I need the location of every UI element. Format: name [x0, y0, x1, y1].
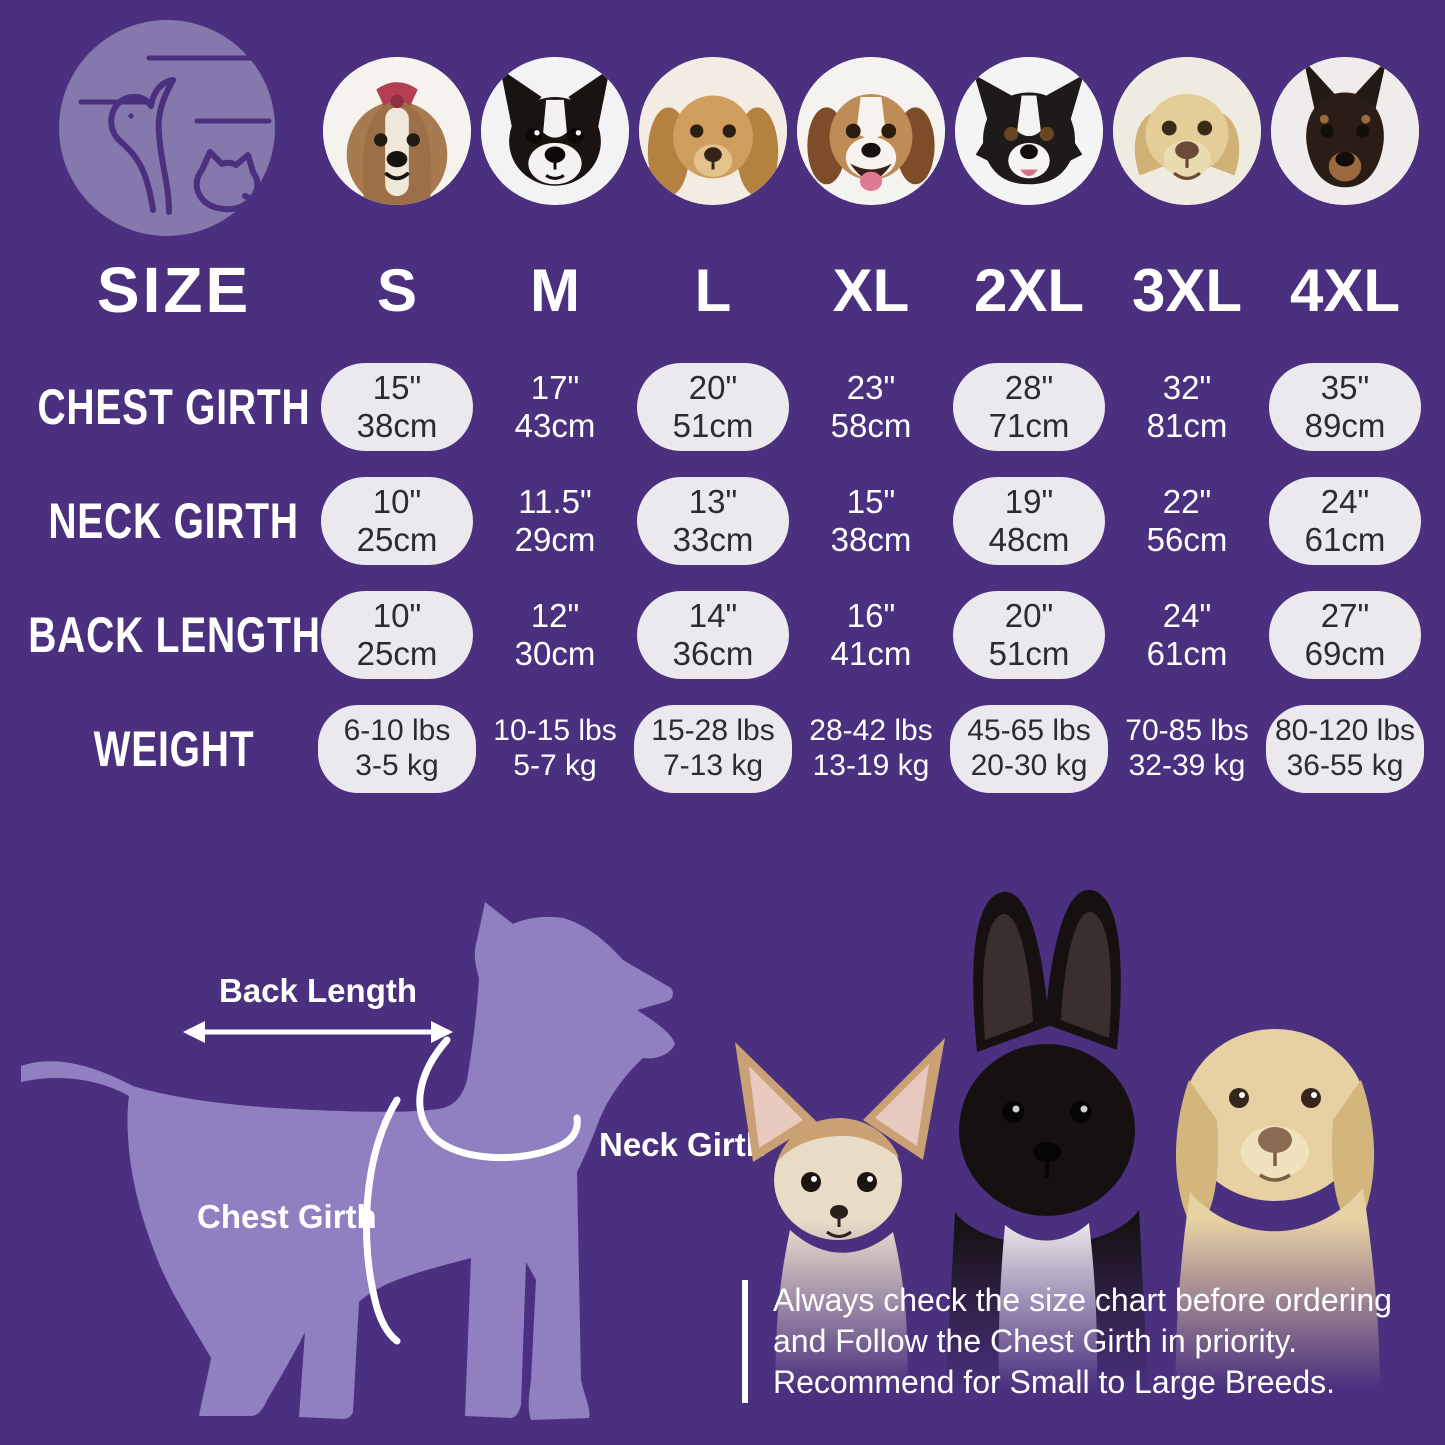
value-back-length-m: 12" 30cm [514, 596, 596, 672]
dog-silhouette [21, 902, 675, 1420]
value-back-length-xl: 16" 41cm [830, 596, 912, 672]
boston-terrier-icon [481, 57, 629, 205]
value-chest-girth-xl: 23" 58cm [830, 368, 912, 444]
back-length-arrow [183, 1021, 453, 1043]
value-weight-s: 6-10 lbs 3-5 kg [318, 705, 476, 793]
value-chest-girth-4xl: 35" 89cm [1269, 363, 1421, 451]
value-weight-2xl: 45-65 lbs 20-30 kg [950, 705, 1108, 793]
value-neck-girth-m: 11.5" 29cm [514, 482, 596, 558]
value-neck-girth-s: 10" 25cm [321, 477, 473, 565]
doberman-icon [1271, 57, 1419, 205]
value-chest-girth-m: 17" 43cm [514, 368, 596, 444]
row-weight: WEIGHT 6-10 lbs 3-5 kg 10-15 lbs 5-7 kg 15… [30, 692, 1424, 806]
row-label-weight: WEIGHT [93, 721, 255, 777]
note-line: Always check the size chart before order… [773, 1282, 1392, 1318]
value-neck-girth-3xl: 22" 56cm [1146, 482, 1228, 558]
row-label-chest-girth: CHEST GIRTH [37, 379, 311, 435]
size-column-title: SIZE [96, 254, 252, 326]
size-label-l: L [694, 256, 732, 324]
value-weight-4xl: 80-120 lbs 36-55 kg [1266, 705, 1424, 793]
value-neck-girth-4xl: 24" 61cm [1269, 477, 1421, 565]
breed-photo-border-collie [955, 57, 1103, 205]
breed-photo-boston-terrier [481, 57, 629, 205]
breed-photo-shih-tzu [323, 57, 471, 205]
size-chart: SIZE S M L XL 2XL 3XL 4XL CHEST GIRTH 15" 38cm 1… [27, 0, 1424, 806]
measurement-diagram: Back Length Neck Girth Chest Girth [15, 860, 775, 1445]
back-length-label: Back Length [219, 972, 417, 1009]
chest-girth-line [362, 1096, 401, 1345]
value-back-length-2xl: 20" 51cm [953, 591, 1105, 679]
sizing-note: Always check the size chart before order… [742, 1280, 1432, 1403]
neck-girth-label: Neck Girth [599, 1126, 766, 1163]
shih-tzu-icon [323, 57, 471, 205]
size-label-2xl: 2XL [973, 256, 1085, 324]
dogs-photo-group [715, 830, 1445, 1445]
value-weight-3xl: 70-85 lbs 32-39 kg [1125, 714, 1249, 782]
value-back-length-l: 14" 36cm [637, 591, 789, 679]
value-chest-girth-2xl: 28" 71cm [953, 363, 1105, 451]
breed-photo-doberman [1271, 57, 1419, 205]
row-back-length: BACK LENGTH 10" 25cm 12" 30cm 14" 36cm 16" 4… [27, 578, 1424, 692]
value-back-length-3xl: 24" 61cm [1146, 596, 1228, 672]
note-line: Recommend for Small to Large Breeds. [773, 1363, 1336, 1400]
photo-fade [715, 1220, 1445, 1445]
note-line: and Follow the Chest Girth in priority. [773, 1322, 1298, 1359]
value-back-length-s: 10" 25cm [321, 591, 473, 679]
neck-girth-line [416, 1036, 581, 1162]
beagle-icon [797, 57, 945, 205]
breed-photos-row [30, 0, 1424, 230]
value-chest-girth-l: 20" 51cm [637, 363, 789, 451]
breed-photo-beagle [797, 57, 945, 205]
value-neck-girth-2xl: 19" 48cm [953, 477, 1105, 565]
value-weight-m: 10-15 lbs 5-7 kg [493, 714, 617, 782]
cocker-spaniel-icon [639, 57, 787, 205]
size-label-m: M [530, 256, 580, 324]
size-label-s: S [376, 256, 418, 324]
size-label-xl: XL [832, 256, 910, 324]
row-label-neck-girth: NECK GIRTH [48, 493, 300, 549]
dog-cat-logo-icon [59, 20, 275, 236]
size-label-4xl: 4XL [1289, 256, 1401, 324]
row-label-back-length: BACK LENGTH [27, 607, 321, 663]
border-collie-icon [955, 57, 1103, 205]
brand-logo [57, 18, 277, 238]
value-chest-girth-3xl: 32" 81cm [1146, 368, 1228, 444]
size-label-3xl: 3XL [1131, 256, 1243, 324]
value-weight-xl: 28-42 lbs 13-19 kg [809, 714, 933, 782]
size-header-row: SIZE S M L XL 2XL 3XL 4XL [30, 230, 1424, 350]
photos-row-spacer [30, 0, 318, 230]
value-chest-girth-s: 15" 38cm [321, 363, 473, 451]
breed-photo-cocker-spaniel [639, 57, 787, 205]
value-neck-girth-xl: 15" 38cm [830, 482, 912, 558]
chest-girth-label: Chest Girth [197, 1198, 377, 1235]
labrador-icon [1113, 57, 1261, 205]
value-back-length-4xl: 27" 69cm [1269, 591, 1421, 679]
value-neck-girth-l: 13" 33cm [637, 477, 789, 565]
breed-photo-labrador [1113, 57, 1261, 205]
row-chest-girth: CHEST GIRTH 15" 38cm 17" 43cm 20" 51cm 23" 5… [30, 350, 1424, 464]
row-neck-girth: NECK GIRTH 10" 25cm 11.5" 29cm 13" 33cm 15"… [30, 464, 1424, 578]
value-weight-l: 15-28 lbs 7-13 kg [634, 705, 792, 793]
